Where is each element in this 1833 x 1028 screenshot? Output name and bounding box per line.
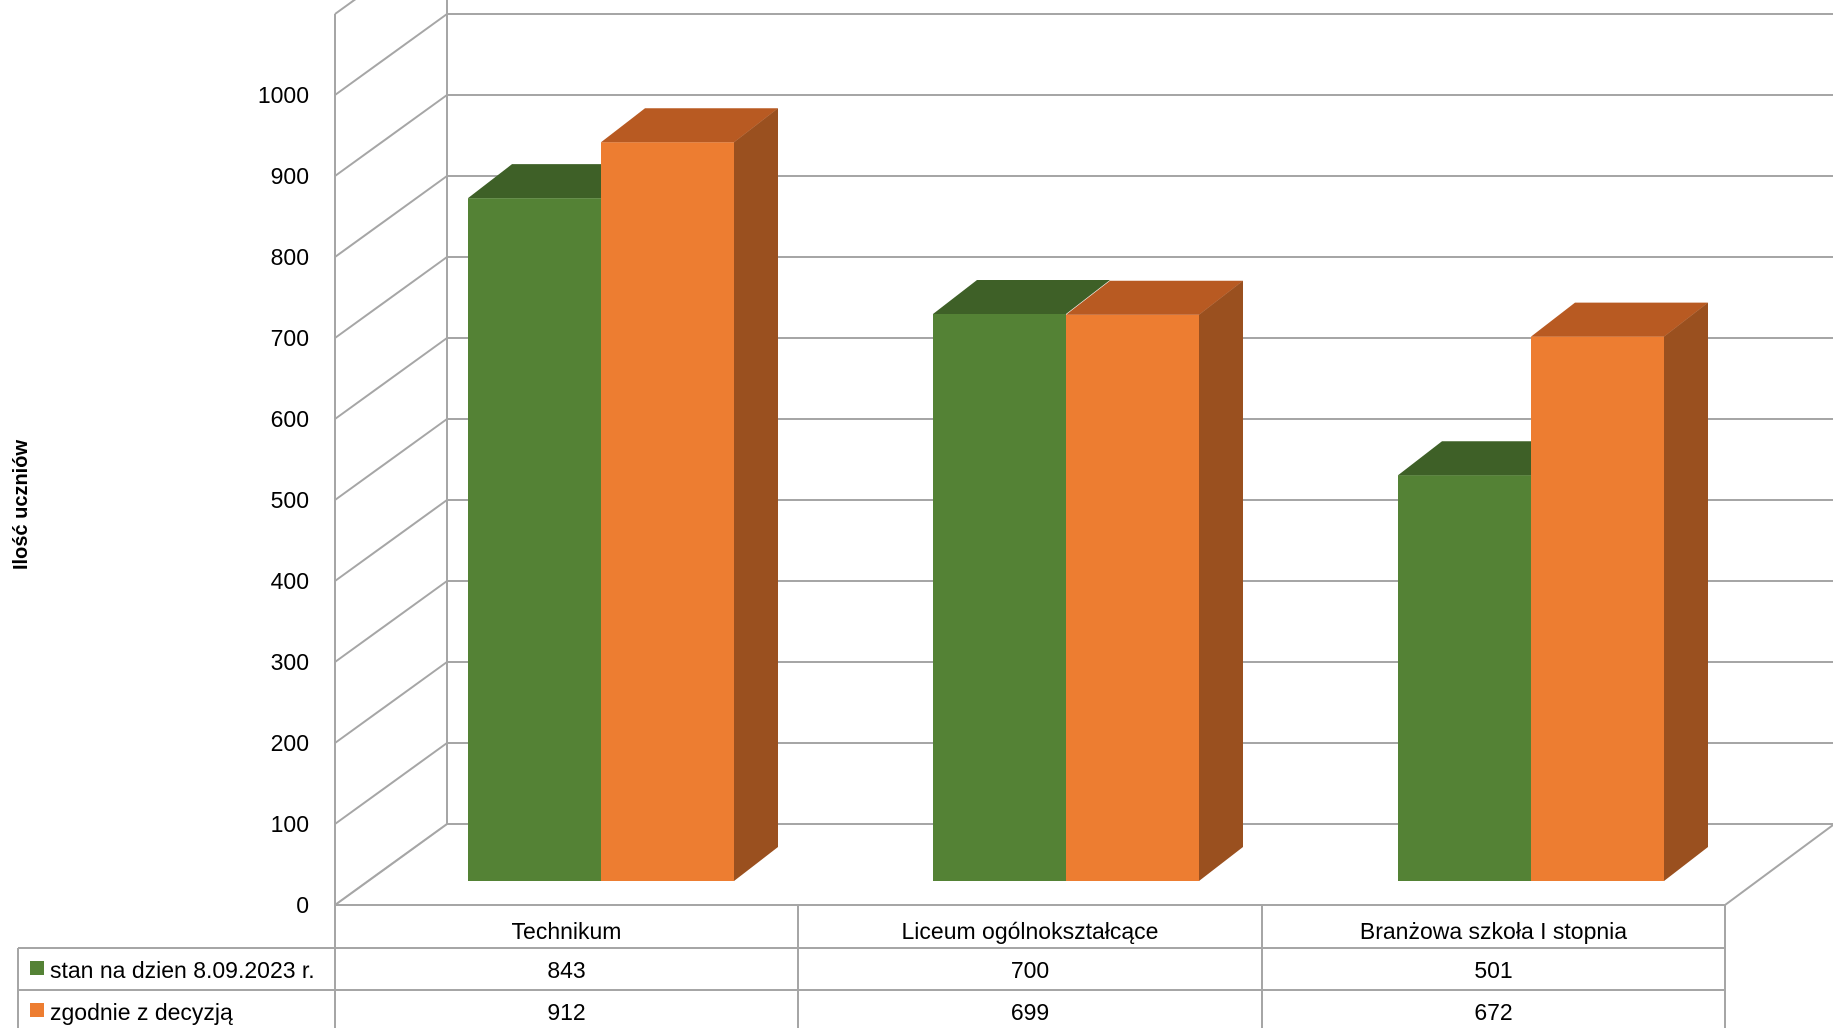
bar-top: [601, 108, 778, 143]
gridline-side: [334, 175, 448, 258]
bar-front: [1398, 475, 1531, 881]
category-label: Liceum ogólnokształcące: [902, 918, 1159, 944]
gridline-side: [334, 823, 448, 906]
legend-swatch: [30, 1003, 44, 1017]
bar-top: [933, 280, 1110, 314]
y-tick-label: 400: [271, 568, 309, 594]
bar-front: [601, 142, 734, 881]
y-axis-ticks: 0 100 200 300 400 500 600 700 800 900 1000: [258, 82, 309, 918]
bar-side: [1664, 302, 1708, 881]
data-table: Technikum Liceum ogólnokształcące Branżowa…: [17, 905, 1726, 1028]
y-tick-label: 900: [271, 163, 309, 189]
bars: [468, 108, 1708, 882]
gridline-side: [334, 94, 448, 177]
y-axis-label: Ilość uczniów: [10, 440, 32, 570]
y-tick-label: 600: [271, 406, 309, 432]
bar-front: [1066, 314, 1199, 881]
gridline-side: [334, 580, 448, 663]
bar-side: [1199, 280, 1243, 881]
bar-front: [468, 198, 601, 882]
y-tick-label: 100: [271, 811, 309, 837]
gridline-side: [334, 256, 448, 339]
gridline-side: [334, 742, 448, 825]
y-tick-label: 500: [271, 487, 309, 513]
bar-front: [1531, 336, 1664, 881]
bar-front: [933, 314, 1066, 881]
table-value: 672: [1474, 999, 1512, 1025]
bar: [601, 108, 778, 881]
gridline-side: [334, 499, 448, 582]
series-name: stan na dzien 8.09.2023 r.: [50, 957, 315, 983]
bar-side: [734, 108, 778, 881]
legend-swatch: [30, 961, 44, 975]
bar-top: [468, 164, 645, 199]
y-tick-label: 0: [296, 892, 309, 918]
category-label: Technikum: [512, 918, 622, 944]
table-value: 912: [547, 999, 585, 1025]
table-value: 501: [1474, 957, 1512, 983]
gridline-side: [334, 337, 448, 420]
y-tick-label: 200: [271, 730, 309, 756]
table-value: 700: [1011, 957, 1049, 983]
bar: [1398, 441, 1575, 881]
y-tick-label: 700: [271, 325, 309, 351]
bar-top: [1531, 302, 1708, 337]
gridline-side: [334, 661, 448, 744]
y-tick-label: 300: [271, 649, 309, 675]
gridline-side: [334, 13, 448, 96]
bar: [1531, 302, 1708, 881]
series-name: zgodnie z decyzją: [50, 999, 233, 1025]
table-value: 699: [1011, 999, 1049, 1025]
y-tick-label: 1000: [258, 82, 309, 108]
gridline-side: [334, 418, 448, 501]
axis-frame: [334, 14, 1833, 906]
bar: [933, 280, 1110, 881]
bar-top: [1398, 441, 1575, 476]
gridline-side: [334, 0, 357, 15]
y-tick-label: 800: [271, 244, 309, 270]
table-value: 843: [547, 957, 585, 983]
category-label: Branżowa szkoła I stopnia: [1360, 918, 1627, 944]
bar: [468, 164, 645, 882]
bar-top: [1066, 280, 1243, 315]
bar: [1066, 280, 1243, 881]
